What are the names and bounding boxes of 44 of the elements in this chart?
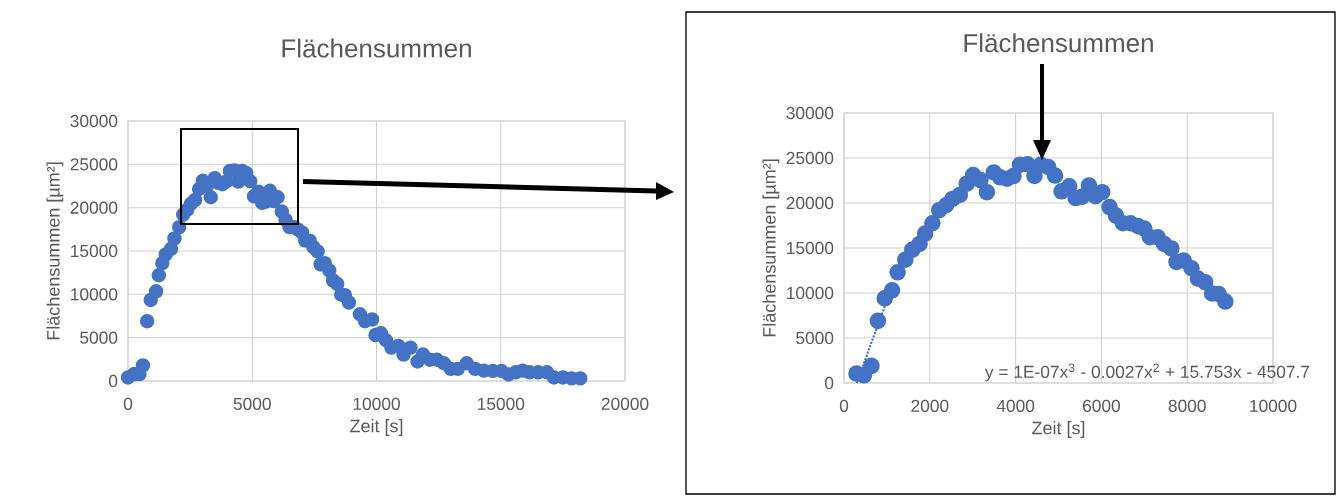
y-tick-label: 15000 [71,244,118,258]
point [1046,167,1064,184]
y-axis-title: Flächensummen [µm²] [762,159,780,337]
point [951,186,969,204]
y-tick-label: 5000 [80,331,118,344]
x-tick-label: 4000 [996,399,1035,412]
point [924,214,941,232]
y-tick-label: 20000 [70,201,118,214]
y-tick-label: 30000 [786,106,834,120]
y-tick-label: 25000 [786,151,834,165]
point [1060,178,1078,195]
x-axis-title: Zeit [s] [350,419,403,436]
y-tick-label: 25000 [70,158,118,171]
y-tick-label: 0 [109,374,118,388]
x-axis-title: Zeit [s] [1032,421,1085,438]
annotation: y = 1E-07x$^{3}$ - 0.0027x$^{2}$ + 15.753x - 4507.7 [984,363,1310,382]
y-tick-label: 10000 [71,288,118,301]
point [978,183,996,201]
x-tick-label: 0 [839,399,849,412]
chart-title: Flächensummen [282,38,471,58]
chart-title: Flächensummen [964,33,1153,53]
point [863,357,880,375]
y-axis-title: Flächensummen [µm²] [46,162,64,340]
y-tick-label: 10000 [787,286,834,300]
point [1217,293,1234,310]
x-tick-label: 8000 [1168,399,1206,412]
point [1163,240,1180,257]
point [883,282,901,299]
point [972,171,989,189]
x-tick-label: 15000 [477,397,525,410]
x-tick-label: 5000 [233,397,271,410]
y-tick-label: 5000 [796,331,834,345]
x-tick-label: 0 [123,397,133,410]
y-tick-label: 15000 [787,241,834,255]
x-tick-label: 10000 [353,397,400,410]
x-tick-label: 10000 [1250,399,1297,412]
x-tick-label: 6000 [1083,399,1120,412]
y-tick-label: 20000 [786,196,834,210]
y-tick-label: 0 [824,376,834,390]
point [889,264,906,281]
x-tick-label: 20000 [601,397,649,410]
x-tick-label: 2000 [911,399,949,412]
point [869,312,887,330]
y-tick-label: 30000 [70,114,118,128]
